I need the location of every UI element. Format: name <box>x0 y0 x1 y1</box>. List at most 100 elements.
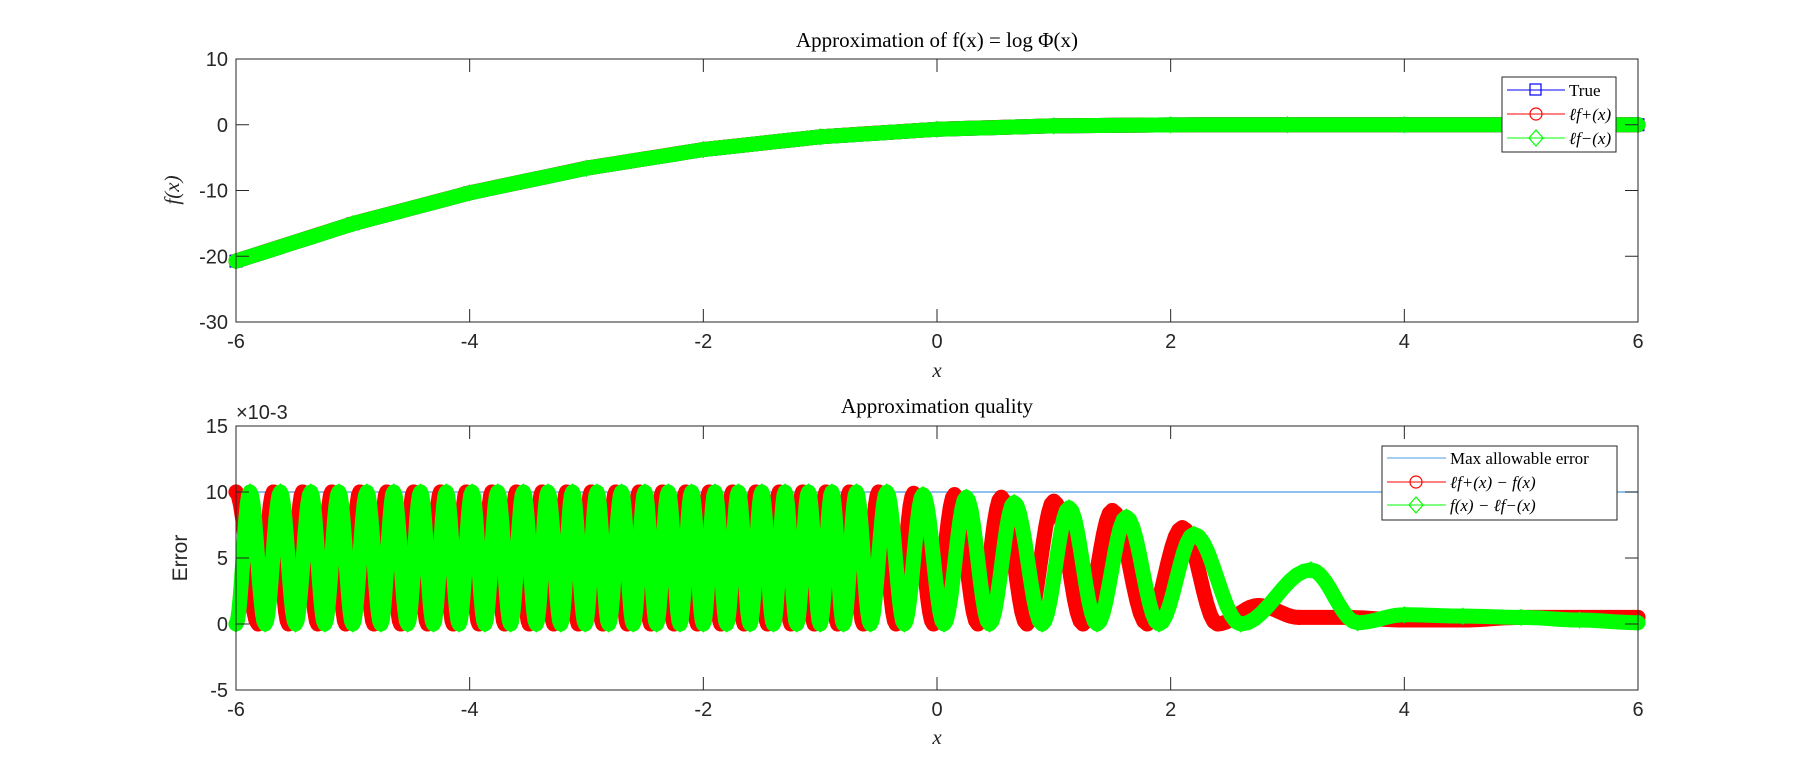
bottom-series-2-point <box>958 488 974 507</box>
bottom-series-2-point <box>742 615 758 633</box>
legend-entry-lf-minus: ℓf−(x) <box>1507 129 1611 148</box>
bottom-series-2-point <box>777 483 793 501</box>
legend-label-true: True <box>1569 81 1601 100</box>
y-tick-label: 0 <box>217 115 228 137</box>
bottom-series-2-point <box>835 615 852 633</box>
bottom-series-2-point <box>242 483 258 501</box>
bottom-series-2-point <box>936 615 952 633</box>
bottom-series-2-point <box>730 483 747 501</box>
bottom-series-1-point <box>1291 609 1307 625</box>
bottom-series-2-point <box>707 483 723 501</box>
legend-label-lower-error: f(x) − ℓf−(x) <box>1450 496 1536 515</box>
bottom-series-2-point <box>1034 615 1050 633</box>
bottom-series-2-point <box>613 483 630 501</box>
bottom-series-2-point <box>601 615 617 633</box>
bottom-chart-ticks: -6 -4 -2 0 2 4 6 15 10 5 0 -5 <box>206 416 1644 721</box>
bottom-series-2-point <box>400 615 416 633</box>
bottom-series-2-point <box>540 483 556 501</box>
x-tick-label: -6 <box>227 331 245 353</box>
top-series-2-point <box>929 120 945 139</box>
legend-marker-square <box>1529 83 1542 96</box>
legend-entry-max-error: Max allowable error <box>1387 449 1589 468</box>
top-series-2-point <box>462 184 478 202</box>
bottom-series-2-point <box>637 483 653 501</box>
bottom-series-2-point <box>896 615 912 633</box>
bottom-series-2-point <box>577 615 593 633</box>
x-tick-label: 4 <box>1399 699 1410 721</box>
legend-label-lf-minus: ℓf−(x) <box>1569 129 1611 148</box>
bottom-series-2-point <box>359 483 375 501</box>
bottom-series-2-point <box>589 483 605 501</box>
bottom-series-2-point <box>1061 499 1077 517</box>
legend-label-max-error: Max allowable error <box>1450 449 1589 468</box>
legend-label-upper-error: ℓf+(x) − f(x) <box>1450 473 1536 492</box>
top-series-2-point <box>345 215 361 233</box>
bottom-series-2-point <box>287 615 304 633</box>
bottom-series-2-point <box>477 615 493 633</box>
legend-marker-circle <box>1529 107 1543 121</box>
legend-entry-lower-error: f(x) − ℓf−(x) <box>1387 496 1536 515</box>
x-tick-label: 2 <box>1165 699 1176 721</box>
top-chart-x-label: x <box>931 358 942 382</box>
bottom-series-2-line <box>228 484 1646 632</box>
top-chart-y-label: f(x) <box>160 175 184 204</box>
bottom-chart-legend: Max allowable error ℓf+(x) − f(x) f(x) −… <box>1381 445 1618 521</box>
bottom-chart-title: Approximation quality <box>841 394 1033 418</box>
bottom-series-2-point <box>1455 607 1471 625</box>
bottom-series-2-point <box>502 615 519 633</box>
top-chart-title: Approximation of f(x) = log Φ(x) <box>796 28 1078 52</box>
bottom-chart-y-multiplier: ×10-3 <box>236 402 288 424</box>
bottom-series-2-point <box>672 615 688 633</box>
x-tick-label: 4 <box>1399 331 1410 353</box>
x-tick-label: 0 <box>931 699 942 721</box>
bottom-series-2-point <box>765 615 782 633</box>
bottom-series-2-point <box>789 615 805 633</box>
bottom-series-2-point <box>272 483 289 501</box>
x-tick-label: -6 <box>227 699 245 721</box>
bottom-series-2-point <box>800 483 817 501</box>
legend-label-lf-plus: ℓf+(x) <box>1569 105 1611 124</box>
bottom-series-2-point <box>915 485 931 504</box>
top-series-2-point <box>695 140 711 159</box>
top-chart-series-layer <box>228 115 1646 270</box>
bottom-series-2-point <box>824 483 840 501</box>
bottom-chart-y-label: Error <box>169 535 192 582</box>
bottom-series-1-point <box>993 489 1009 505</box>
bottom-series-2-point <box>719 615 735 633</box>
y-tick-label: -10 <box>199 181 228 203</box>
x-tick-label: 6 <box>1632 699 1643 721</box>
bottom-series-2-point <box>1513 608 1529 627</box>
y-tick-label: 10 <box>206 482 228 504</box>
top-series-2-point <box>1046 117 1062 135</box>
legend-entry-lf-plus: ℓf+(x) <box>1507 105 1611 124</box>
x-tick-label: -4 <box>461 699 479 721</box>
bottom-series-2-point <box>564 483 581 501</box>
y-tick-label: 0 <box>217 614 228 636</box>
x-tick-label: 2 <box>1165 331 1176 353</box>
bottom-chart-x-label: x <box>931 725 942 749</box>
x-tick-label: -2 <box>694 331 712 353</box>
bottom-series-2-point <box>848 483 865 501</box>
bottom-series-2-point <box>331 483 347 501</box>
bottom-series-2-point <box>981 615 998 633</box>
bottom-series-2-point <box>1303 561 1319 579</box>
top-series-2-point <box>812 128 828 146</box>
bottom-series-2-point <box>425 615 442 633</box>
top-series-2-point <box>1163 116 1179 134</box>
bottom-series-2-point <box>695 615 711 633</box>
x-tick-label: 6 <box>1632 331 1643 353</box>
top-series-2-point <box>1396 115 1412 134</box>
bottom-series-2-point <box>754 483 770 501</box>
y-tick-label: 15 <box>206 416 228 438</box>
bottom-series-2-point <box>1571 611 1588 629</box>
top-chart-legend: True ℓf+(x) ℓf−(x) <box>1501 76 1617 153</box>
legend-entry-upper-error: ℓf+(x) − f(x) <box>1387 473 1536 492</box>
legend-marker-circle <box>1409 475 1423 489</box>
top-series-2-point <box>1279 115 1296 134</box>
bottom-series-2-point <box>257 615 273 633</box>
bottom-series-2-point <box>464 483 480 501</box>
bottom-series-2-point <box>515 483 532 501</box>
bottom-series-2-point <box>438 483 454 501</box>
bottom-series-2-point <box>1186 525 1202 543</box>
